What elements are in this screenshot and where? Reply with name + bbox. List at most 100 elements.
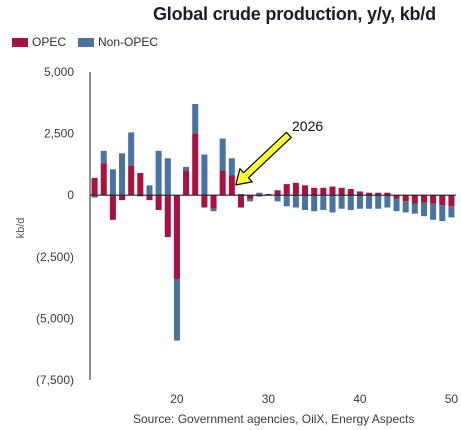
bar-non-opec-19 bbox=[164, 158, 171, 196]
legend-label-non-opec: Non-OPEC bbox=[98, 35, 159, 49]
bar-opec-17 bbox=[146, 195, 153, 201]
chart-plot: 5,000 2,500 0 (2,500) (5,000) (7,500) 20 30 40 50… bbox=[15, 65, 458, 406]
bar-non-opec-28 bbox=[247, 198, 254, 202]
annotation-arrow bbox=[235, 131, 292, 186]
legend-item-opec: OPEC bbox=[12, 35, 66, 49]
bar-non-opec-34 bbox=[302, 195, 309, 210]
bar-opec-47 bbox=[420, 195, 427, 203]
y-tick-label: 2,500 bbox=[44, 127, 74, 141]
y-tick-label: 0 bbox=[67, 188, 74, 202]
bar-non-opec-48 bbox=[430, 203, 437, 220]
x-tick-label: 30 bbox=[262, 392, 276, 406]
legend-swatch-opec bbox=[12, 37, 28, 47]
bar-non-opec-46 bbox=[411, 203, 418, 214]
bar-non-opec-14 bbox=[119, 153, 126, 196]
bar-opec-27 bbox=[237, 195, 244, 208]
bar-non-opec-16 bbox=[137, 195, 144, 197]
bar-opec-29 bbox=[256, 195, 263, 197]
axes-group: 5,000 2,500 0 (2,500) (5,000) (7,500) 20 30 40 50 bbox=[36, 65, 458, 406]
bar-opec-48 bbox=[430, 195, 437, 204]
bar-opec-36 bbox=[320, 187, 327, 196]
bar-non-opec-13 bbox=[109, 169, 116, 196]
bar-opec-41 bbox=[366, 192, 373, 196]
bar-opec-11 bbox=[91, 177, 98, 196]
bar-opec-20 bbox=[173, 195, 180, 279]
bar-non-opec-42 bbox=[375, 195, 382, 209]
x-tick-label: 40 bbox=[353, 392, 367, 406]
bar-opec-40 bbox=[356, 191, 363, 196]
bar-non-opec-27 bbox=[237, 193, 244, 196]
bar-non-opec-41 bbox=[366, 195, 373, 209]
bar-non-opec-47 bbox=[420, 202, 427, 217]
bar-non-opec-31 bbox=[274, 195, 281, 202]
bar-opec-22 bbox=[192, 133, 199, 196]
bar-opec-39 bbox=[347, 189, 354, 196]
bar-opec-45 bbox=[402, 195, 409, 202]
bar-opec-38 bbox=[338, 187, 345, 196]
bar-non-opec-39 bbox=[347, 195, 354, 210]
bar-non-opec-25 bbox=[219, 138, 226, 171]
bar-non-opec-23 bbox=[201, 154, 208, 196]
bar-non-opec-11 bbox=[91, 195, 98, 198]
bar-opec-34 bbox=[302, 185, 309, 196]
bar-opec-23 bbox=[201, 195, 208, 208]
bar-opec-19 bbox=[164, 195, 171, 238]
bar-opec-15 bbox=[128, 165, 135, 196]
bar-non-opec-29 bbox=[256, 192, 263, 196]
legend-item-non-opec: Non-OPEC bbox=[78, 35, 158, 49]
bar-non-opec-49 bbox=[439, 205, 446, 222]
y-tick-label: (7,500) bbox=[36, 373, 74, 387]
bars-group bbox=[91, 104, 455, 341]
bar-non-opec-33 bbox=[292, 195, 299, 208]
bar-non-opec-40 bbox=[356, 195, 363, 209]
bar-non-opec-17 bbox=[146, 185, 153, 196]
chart-title: Global crude production, y/y, kb/d bbox=[153, 4, 436, 24]
bar-opec-14 bbox=[119, 195, 126, 201]
legend: OPEC Non-OPEC bbox=[12, 35, 170, 49]
x-tick-label: 50 bbox=[445, 392, 459, 406]
bar-non-opec-44 bbox=[393, 198, 400, 212]
legend-label-opec: OPEC bbox=[32, 35, 67, 49]
x-tick-label: 20 bbox=[170, 392, 184, 406]
bar-non-opec-37 bbox=[329, 195, 336, 213]
bar-opec-26 bbox=[228, 175, 235, 196]
source-note: Source: Government agencies, OilX, Energ… bbox=[133, 412, 415, 426]
legend-swatch-non-opec bbox=[78, 37, 95, 47]
bar-opec-16 bbox=[137, 173, 144, 196]
y-tick-label: (5,000) bbox=[36, 311, 74, 325]
bar-non-opec-26 bbox=[228, 158, 235, 176]
bar-non-opec-24 bbox=[210, 208, 217, 212]
bar-opec-32 bbox=[283, 184, 290, 196]
arrow-shape bbox=[235, 131, 292, 186]
bar-non-opec-45 bbox=[402, 201, 409, 213]
bar-non-opec-20 bbox=[173, 278, 180, 341]
bar-opec-13 bbox=[109, 195, 116, 220]
bar-opec-49 bbox=[439, 195, 446, 206]
bar-opec-21 bbox=[183, 170, 190, 196]
bar-non-opec-15 bbox=[128, 132, 135, 166]
y-axis-label: kb/d bbox=[15, 218, 27, 239]
annotation-label-2026: 2026 bbox=[292, 118, 323, 134]
y-tick-label: (2,500) bbox=[36, 250, 74, 264]
bar-non-opec-50 bbox=[448, 206, 455, 218]
bar-opec-46 bbox=[411, 195, 418, 204]
bar-non-opec-32 bbox=[283, 195, 290, 207]
bar-non-opec-21 bbox=[183, 166, 190, 171]
bar-non-opec-22 bbox=[192, 104, 199, 134]
bar-opec-35 bbox=[311, 187, 318, 196]
bar-opec-31 bbox=[274, 190, 281, 196]
bar-non-opec-18 bbox=[155, 150, 162, 196]
bar-opec-28 bbox=[247, 195, 254, 199]
bar-opec-25 bbox=[219, 170, 226, 196]
bar-opec-12 bbox=[100, 163, 107, 196]
bar-opec-18 bbox=[155, 195, 162, 210]
bar-opec-42 bbox=[375, 192, 382, 196]
bar-non-opec-12 bbox=[100, 150, 107, 164]
bar-opec-24 bbox=[210, 195, 217, 209]
bar-non-opec-38 bbox=[338, 195, 345, 209]
y-tick-label: 5,000 bbox=[44, 65, 74, 79]
bar-opec-37 bbox=[329, 186, 336, 196]
bar-opec-30 bbox=[265, 193, 272, 196]
bar-opec-33 bbox=[292, 182, 299, 196]
bar-non-opec-36 bbox=[320, 195, 327, 210]
